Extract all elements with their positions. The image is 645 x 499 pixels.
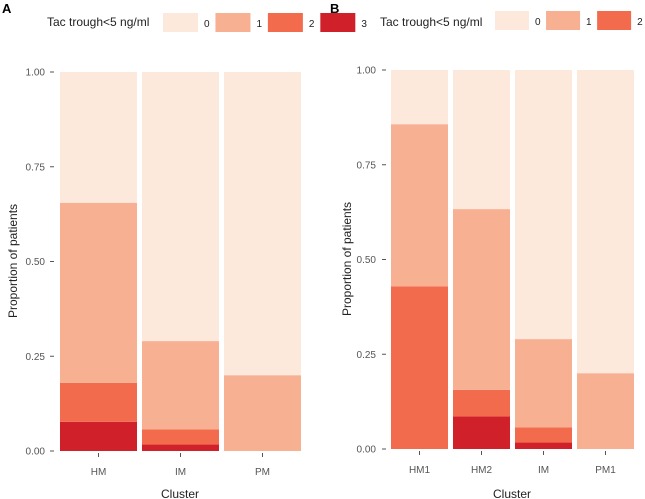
panel-b-bar-hm1-level-1	[391, 124, 448, 287]
panel-a-legend-key-1	[215, 13, 251, 32]
panel-a-y-tick-label: 1.00	[26, 68, 46, 79]
panel-a-bar-hm-level-1	[60, 202, 137, 383]
panel-a-bar-im-level-0	[142, 72, 219, 342]
panel-b-bar-im-level-1	[515, 339, 572, 428]
panel-b-bar-im-level-3	[515, 442, 572, 449]
panel-a-bar-im-level-1	[142, 341, 219, 430]
panel-a-y-tick-label: 0.75	[26, 162, 46, 173]
panel-a-legend-key-3	[320, 13, 356, 32]
panel-b-bar-hm1-level-0	[391, 70, 448, 125]
panel-b: B Tac trough<5 ng/ml Cluster Proportion …	[330, 1, 643, 499]
panel-a-bar-hm-level-0	[60, 72, 137, 203]
panel-a-legend-label-3: 3	[361, 19, 367, 30]
panel-a-legend-label-1: 1	[256, 19, 262, 30]
panel-b-legend-label-1: 1	[586, 17, 592, 28]
panel-a: A Tac trough<5 ng/ml Cluster Proportion …	[2, 1, 367, 499]
panel-b-bar-pm1-level-0	[577, 70, 634, 374]
panel-a-legend-label-0: 0	[204, 19, 210, 30]
panel-a-bar-hm-level-3	[60, 421, 137, 451]
panel-b-bar-hm1-level-2	[391, 286, 448, 449]
panel-b-x-tick-label: IM	[538, 465, 549, 476]
panel-a-legend: 0 1 2 3	[163, 13, 367, 32]
panel-b-bar-im-level-2	[515, 427, 572, 443]
panel-b-y-axis-title: Proportion of patients	[340, 202, 354, 316]
panel-b-legend-title: Tac trough<5 ng/ml	[380, 15, 482, 29]
panel-a-label: A	[2, 1, 12, 16]
panel-b-bar-hm2-level-1	[453, 209, 510, 390]
panel-a-y-tick-label: 0.25	[26, 352, 46, 363]
panel-a-bar-pm-level-1	[224, 375, 301, 451]
panel-a-x-axis-title: Cluster	[161, 487, 199, 499]
panel-b-label: B	[330, 1, 339, 16]
panel-a-bar-im-level-3	[142, 444, 219, 451]
panel-b-y-tick-label: 1.00	[357, 66, 377, 77]
panel-b-legend-key-2	[597, 11, 632, 30]
panel-a-plot: 0.00 0.25 0.50 0.75 1.00 HM IM PM	[26, 68, 301, 478]
panel-b-x-axis-title: Cluster	[493, 487, 531, 499]
panel-b-plot: 0.00 0.25 0.50 0.75 1.00 HM1 HM2 IM PM1	[357, 66, 634, 476]
panel-a-bar-pm-level-0	[224, 72, 301, 376]
panel-b-x-tick-label: HM2	[471, 465, 493, 476]
panel-b-legend-label-2: 2	[637, 17, 643, 28]
panel-b-bar-hm2-level-0	[453, 70, 510, 210]
panel-a-bar-hm-level-2	[60, 382, 137, 422]
panel-a-y-tick-label: 0.50	[26, 257, 46, 268]
panel-b-bar-im-level-0	[515, 70, 572, 340]
panel-b-y-tick-label: 0.50	[357, 255, 377, 266]
panel-a-x-tick-label: PM	[255, 467, 270, 478]
panel-b-bar-pm1-level-1	[577, 373, 634, 449]
panel-a-y-tick-label: 0.00	[26, 447, 46, 458]
panel-a-legend-title: Tac trough<5 ng/ml	[47, 15, 149, 29]
panel-a-bar-im-level-2	[142, 429, 219, 445]
panel-b-legend-label-0: 0	[535, 17, 541, 28]
panel-a-x-tick-label: HM	[91, 467, 107, 478]
panel-a-legend-key-0	[163, 13, 198, 32]
panel-a-y-axis-title: Proportion of patients	[6, 204, 20, 318]
panel-b-legend-key-1	[546, 11, 581, 30]
panel-b-x-tick-label: HM1	[409, 465, 431, 476]
panel-b-bar-hm2-level-3	[453, 416, 510, 449]
panel-a-legend-key-2	[267, 13, 303, 32]
panel-a-x-tick-label: IM	[175, 467, 186, 478]
panel-b-x-tick-label: PM1	[595, 465, 616, 476]
panel-b-bar-hm2-level-2	[453, 389, 510, 417]
panel-b-y-tick-label: 0.75	[357, 160, 377, 171]
panel-b-y-tick-label: 0.00	[357, 445, 377, 456]
panel-b-y-tick-label: 0.25	[357, 350, 377, 361]
panel-a-legend-label-2: 2	[309, 19, 315, 30]
panel-b-legend-key-0	[495, 11, 529, 30]
